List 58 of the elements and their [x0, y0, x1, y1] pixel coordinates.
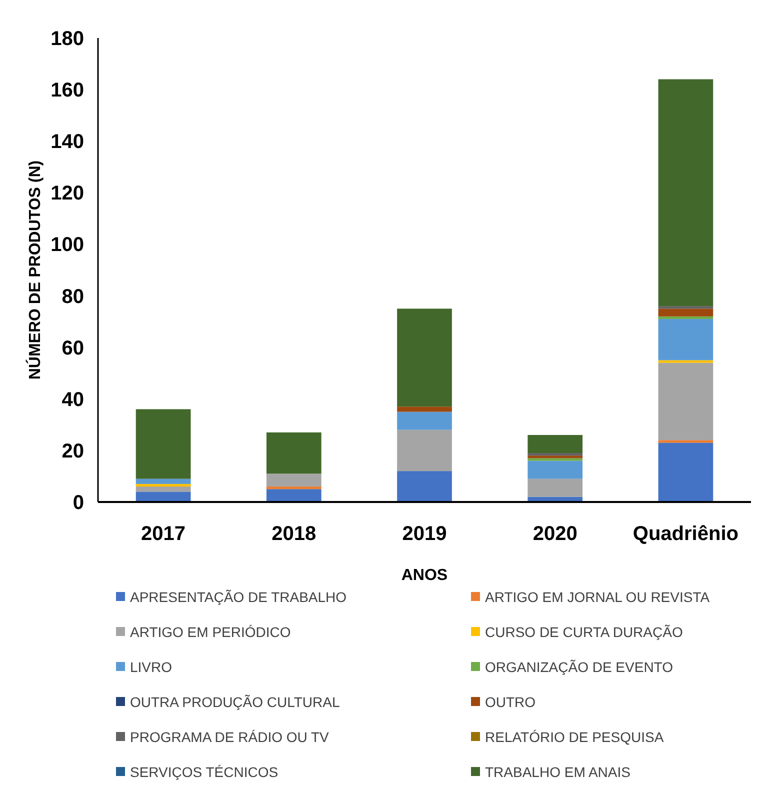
bar	[658, 308, 714, 316]
legend-label: OUTRA PRODUÇÃO CULTURAL	[130, 694, 340, 710]
legend-label: LIVRO	[130, 658, 172, 675]
bar	[397, 471, 452, 502]
bar	[397, 406, 452, 412]
bar	[658, 440, 714, 443]
y-tick-label: 120	[50, 182, 84, 205]
y-tick-label: 20	[62, 440, 84, 462]
y-tick-label: 100	[50, 234, 84, 256]
y-tick-label: 40	[62, 388, 84, 411]
bar	[266, 489, 322, 502]
bar	[528, 456, 583, 458]
bar	[397, 430, 452, 472]
bar	[528, 453, 583, 456]
bar	[658, 442, 714, 502]
bar	[136, 492, 191, 502]
bar	[136, 484, 191, 487]
legend-label: ARTIGO EM JORNAL OU REVISTA	[485, 588, 710, 605]
x-tick-label: 2018	[272, 523, 316, 545]
legend-label: RELATÓRIO DE PESQUISA	[485, 728, 664, 745]
legend-label: OUTRO	[485, 694, 536, 710]
bar	[136, 486, 191, 492]
bar	[397, 308, 452, 407]
bar	[658, 316, 714, 319]
y-tick-label: 80	[62, 286, 84, 308]
bar	[658, 79, 714, 306]
legend-label: ORGANIZAÇÃO DE EVENTO	[485, 658, 674, 675]
bar	[658, 360, 714, 363]
bar	[658, 362, 714, 440]
bar	[658, 318, 714, 360]
legend-label: APRESENTAÇÃO DE TRABALHO	[130, 588, 347, 605]
bar	[658, 306, 714, 309]
y-tick-label: 0	[72, 492, 84, 514]
y-tick-label: 160	[50, 80, 84, 102]
bar	[397, 412, 452, 430]
x-tick-label: 2020	[532, 523, 578, 545]
legend-label: TRABALHO EM ANAIS	[485, 764, 630, 780]
x-tick-label: Quadriênio	[632, 523, 738, 545]
legend-label: CURSO DE CURTA DURAÇÃO	[485, 624, 683, 640]
y-tick-label: 180	[50, 28, 84, 50]
y-tick-label: 140	[50, 131, 84, 154]
bar	[266, 474, 322, 487]
bar	[528, 478, 583, 497]
bar	[136, 409, 191, 479]
bar	[528, 460, 583, 479]
x-tick-label: 2017	[141, 523, 186, 545]
bar	[136, 478, 191, 484]
legend-label: SERVIÇOS TÉCNICOS	[130, 764, 278, 780]
y-axis-title: NÚMERO DE PRODUTOS (N)	[25, 160, 44, 380]
y-tick-label: 60	[62, 337, 84, 360]
x-axis-title: ANOS	[401, 567, 448, 584]
x-tick-label: 2019	[402, 523, 447, 545]
bar	[528, 434, 583, 454]
legend-label: PROGRAMA DE RÁDIO OU TV	[130, 728, 330, 745]
bar	[528, 458, 583, 461]
bar	[266, 432, 322, 474]
legend-label: ARTIGO EM PERIÓDICO	[130, 624, 291, 640]
bar	[266, 486, 322, 490]
